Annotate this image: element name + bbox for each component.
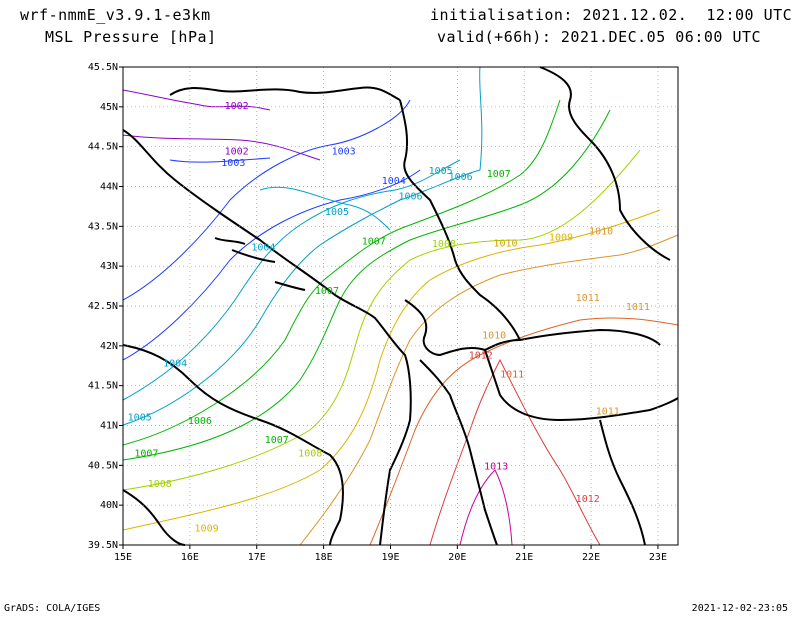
isobar-label: 1009 bbox=[195, 523, 219, 534]
y-tick-label: 42N bbox=[100, 341, 118, 352]
x-tick-label: 23E bbox=[649, 552, 667, 563]
isobar-label: 1003 bbox=[221, 158, 245, 169]
isobar-label: 1009 bbox=[549, 233, 573, 244]
y-tick-label: 45.5N bbox=[88, 62, 118, 73]
y-tick-label: 44.5N bbox=[88, 142, 118, 153]
isobar-lines bbox=[122, 66, 679, 546]
isobar-label: 1010 bbox=[589, 226, 613, 237]
y-tick-label: 43.5N bbox=[88, 221, 118, 232]
generated-timestamp: 2021-12-02-23:05 bbox=[691, 603, 788, 614]
isobar-1006 bbox=[122, 99, 561, 446]
x-tick-label: 17E bbox=[248, 552, 266, 563]
coastlines-borders bbox=[122, 66, 679, 546]
field-title: MSL Pressure [hPa] bbox=[45, 28, 217, 46]
isobar-label: 1007 bbox=[362, 237, 386, 248]
y-tick-label: 39.5N bbox=[88, 540, 118, 551]
isobar-1008 bbox=[122, 149, 641, 491]
isobar-label: 1004 bbox=[163, 359, 187, 370]
isobar-1012 bbox=[429, 358, 601, 546]
x-tick-label: 20E bbox=[448, 552, 466, 563]
y-tick-label: 43N bbox=[100, 261, 118, 272]
isobar-label: 1007 bbox=[265, 435, 289, 446]
lat-lon-grid bbox=[123, 67, 678, 545]
coastline bbox=[122, 129, 412, 546]
isobar-1005 bbox=[122, 66, 483, 426]
isobar-label: 1002 bbox=[225, 147, 249, 158]
isobar-label: 1010 bbox=[493, 238, 517, 249]
y-tick-label: 40N bbox=[100, 500, 118, 511]
isobar-label: 1005 bbox=[429, 166, 453, 177]
isobar-label: 1011 bbox=[626, 302, 650, 313]
model-title: wrf-nmmE_v3.9.1-e3km bbox=[20, 6, 211, 24]
isobar-label: 1002 bbox=[225, 101, 249, 112]
island-1 bbox=[214, 237, 246, 245]
y-tick-label: 40.5N bbox=[88, 460, 118, 471]
isobar-1004-cyan bbox=[122, 159, 461, 401]
grads-credit: GrADS: COLA/IGES bbox=[4, 603, 101, 614]
y-tick-label: 45N bbox=[100, 102, 118, 113]
isobar-label: 1007 bbox=[487, 169, 511, 180]
isobar-1011 bbox=[369, 317, 679, 546]
isobar-label: 1011 bbox=[500, 370, 524, 381]
isobar-label: 1003 bbox=[332, 147, 356, 158]
isobar-1002 bbox=[122, 89, 321, 161]
border-north bbox=[169, 86, 401, 101]
isobar-1010 bbox=[299, 234, 679, 546]
x-tick-label: 18E bbox=[315, 552, 333, 563]
border-inner-2 bbox=[404, 299, 661, 357]
x-tick-label: 22E bbox=[582, 552, 600, 563]
border-inner-5 bbox=[599, 419, 646, 546]
isobar-label: 1008 bbox=[148, 479, 172, 490]
isobar-1003 bbox=[122, 99, 411, 301]
valid-time: valid(+66h): 2021.DEC.05 06:00 UTC bbox=[437, 28, 762, 46]
border-inner-3 bbox=[419, 359, 498, 546]
isobar-1004 bbox=[122, 169, 421, 361]
x-tick-label: 16E bbox=[181, 552, 199, 563]
isobar-label: 1008 bbox=[432, 239, 456, 250]
y-tick-label: 41.5N bbox=[88, 381, 118, 392]
isobar-label: 1005 bbox=[325, 207, 349, 218]
isobar-label: 1006 bbox=[449, 172, 473, 183]
isobar-label: 1008 bbox=[298, 449, 322, 460]
isobar-label: 1007 bbox=[315, 286, 339, 297]
isobar-label: 1004 bbox=[251, 242, 275, 253]
isobar-label: 1007 bbox=[134, 449, 158, 460]
x-tick-label: 15E bbox=[114, 552, 132, 563]
isobar-1009 bbox=[122, 209, 661, 531]
island-3 bbox=[274, 281, 306, 291]
isobar-label: 1006 bbox=[188, 416, 212, 427]
isobar-label: 1004 bbox=[382, 176, 406, 187]
y-tick-label: 44N bbox=[100, 182, 118, 193]
isobar-label: 1011 bbox=[596, 406, 620, 417]
init-time: initialisation: 2021.12.02. 12:00 UTC bbox=[430, 6, 793, 24]
isobar-label: 1011 bbox=[576, 293, 600, 304]
italy-coast bbox=[122, 344, 344, 546]
island-2 bbox=[231, 249, 276, 263]
border-inner-4 bbox=[484, 349, 679, 422]
isobar-label: 1012 bbox=[469, 351, 493, 362]
x-tick-label: 21E bbox=[515, 552, 533, 563]
border-inner-1 bbox=[399, 99, 521, 341]
isobar-label: 1005 bbox=[128, 413, 152, 424]
y-tick-label: 42.5N bbox=[88, 301, 118, 312]
isobar-label: 1013 bbox=[484, 461, 508, 472]
isobar-label: 1012 bbox=[576, 494, 600, 505]
x-tick-label: 19E bbox=[381, 552, 399, 563]
border-east bbox=[539, 66, 671, 261]
isobar-label: 1006 bbox=[398, 191, 422, 202]
isobar-label: 1010 bbox=[482, 331, 506, 342]
y-tick-label: 41N bbox=[100, 421, 118, 432]
isobar-1013 bbox=[459, 469, 513, 546]
axis-ticks: 15E 16E 17E 18E 19E 20E 21E 22E 23E 45.5N 45N 44.5N… bbox=[88, 62, 667, 563]
